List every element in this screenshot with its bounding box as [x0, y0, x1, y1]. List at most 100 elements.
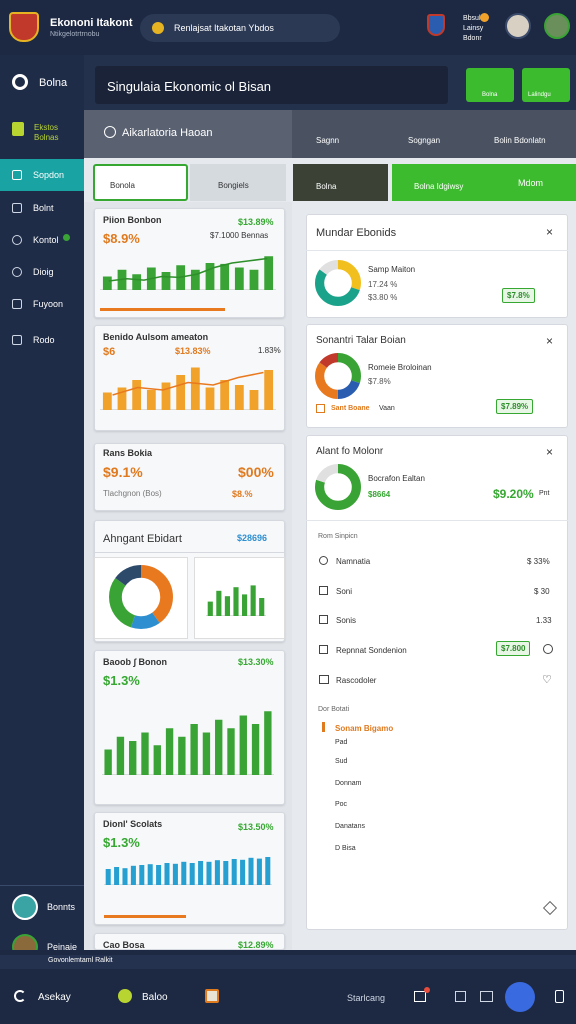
nav-item[interactable]: Ekstos Bolnas [34, 123, 59, 142]
bar [249, 269, 259, 290]
bar [156, 865, 162, 885]
row-action[interactable] [543, 644, 553, 654]
nav-icon[interactable] [455, 991, 466, 1002]
banner-title: Singulaia Ekonomic ol Bisan [107, 79, 272, 94]
close-button[interactable]: × [546, 225, 554, 239]
avatar[interactable] [505, 13, 531, 39]
nav-item[interactable]: Bolna [39, 77, 68, 89]
search-box[interactable] [140, 14, 340, 42]
card-title: Piion Bonbon [103, 215, 162, 225]
card-title: Alant fo Molonr [316, 446, 384, 457]
bar [215, 719, 223, 775]
row-icon [319, 645, 328, 654]
button[interactable] [466, 68, 514, 102]
card-label: Bocrafon Ealtan [368, 474, 425, 483]
tab[interactable] [93, 164, 188, 201]
bar [161, 382, 171, 410]
row-label: Repnnat Sondenion [336, 646, 407, 655]
tab[interactable] [392, 164, 576, 201]
status-dot [63, 234, 70, 241]
card-note: $7.1000 Bennas [210, 231, 269, 240]
donut-segment [315, 260, 361, 306]
divider [94, 552, 285, 553]
tab[interactable] [190, 164, 286, 201]
bar [205, 263, 215, 290]
card-value: $8.9% [103, 231, 140, 246]
bar-chart [100, 367, 276, 410]
search-icon [104, 126, 116, 138]
donut-segment [315, 353, 361, 399]
bar [248, 857, 254, 885]
row-value: $ 33% [527, 557, 550, 566]
avatar[interactable] [544, 13, 570, 39]
nav-item[interactable]: Kontol [33, 235, 59, 245]
bar [146, 390, 156, 410]
nav-label[interactable]: Baloo [142, 992, 168, 1003]
bar [249, 390, 259, 410]
card-note: $8.% [232, 489, 253, 499]
card-value: $1.3% [103, 673, 140, 688]
bar [223, 861, 229, 885]
favorite-icon[interactable]: ♡ [542, 674, 552, 686]
nav-label[interactable]: Asekay [38, 992, 71, 1003]
nav-footer[interactable]: Peinaie [47, 942, 78, 952]
close-button[interactable]: × [546, 334, 554, 348]
list-item: Sonam Bigamo [335, 724, 394, 733]
card-note: 1.83% [258, 346, 281, 355]
row-icon [319, 556, 328, 565]
bar [206, 861, 212, 885]
bar [259, 598, 265, 616]
row-value: 1.33 [536, 616, 552, 625]
nav-icon[interactable] [414, 991, 426, 1002]
card-title: Baoob ∫ Bonon [103, 657, 167, 667]
card-title: Ahngant Ebidart [103, 533, 182, 545]
nav-item[interactable]: Sopdon [33, 170, 65, 180]
avatar[interactable] [12, 894, 38, 920]
row-label: Sonis [336, 616, 357, 625]
bar [227, 728, 235, 775]
button[interactable] [522, 68, 570, 102]
bar [216, 590, 222, 616]
row-label: Namnatia [336, 557, 371, 566]
nav-item[interactable]: Bolnt [33, 203, 54, 213]
nav-icon[interactable] [555, 990, 564, 1003]
nav-label[interactable]: Starlcang [347, 993, 386, 1003]
card [306, 435, 568, 930]
section-title: Dor Botati [318, 706, 350, 713]
close-button[interactable]: × [546, 445, 554, 459]
bar [239, 715, 247, 775]
nav-item[interactable]: Dioig [33, 267, 54, 277]
bar [190, 269, 200, 290]
nav-icon [205, 989, 219, 1003]
bar [233, 587, 239, 616]
toolbar-column: Bolin Bdonlatn [494, 136, 546, 145]
action-button[interactable] [505, 982, 535, 1012]
nav-icon[interactable] [480, 991, 493, 1002]
nav-item[interactable]: Rodo [33, 335, 55, 345]
card [94, 325, 285, 431]
card [94, 208, 285, 318]
checkbox[interactable] [316, 404, 325, 413]
donut-segment [109, 565, 173, 629]
tab[interactable] [293, 164, 388, 201]
donut-chart [315, 260, 361, 306]
donut-segment [315, 353, 361, 399]
row-label: Soni [336, 587, 353, 596]
bar [139, 865, 145, 885]
app-title: Ekononi Itakont [50, 17, 133, 29]
tab-label: Bongiels [218, 181, 249, 190]
card-value: $6 [103, 346, 116, 358]
card-value: $3.80 % [368, 293, 398, 302]
card-title: Dionl' Scolats [103, 819, 163, 829]
nav-footer[interactable]: Bonnts [47, 902, 76, 912]
tab-label: Bonola [110, 181, 135, 190]
bar-chart [102, 711, 274, 775]
nav-icon [12, 299, 22, 309]
bar [240, 859, 246, 885]
nav-item[interactable]: Fuyoon [33, 299, 64, 309]
bar [153, 745, 161, 775]
card-change: $28696 [237, 533, 268, 543]
bar [181, 861, 187, 885]
bar [214, 860, 220, 885]
search-text: Renlajsat Itakotan Ybdos [174, 23, 274, 33]
